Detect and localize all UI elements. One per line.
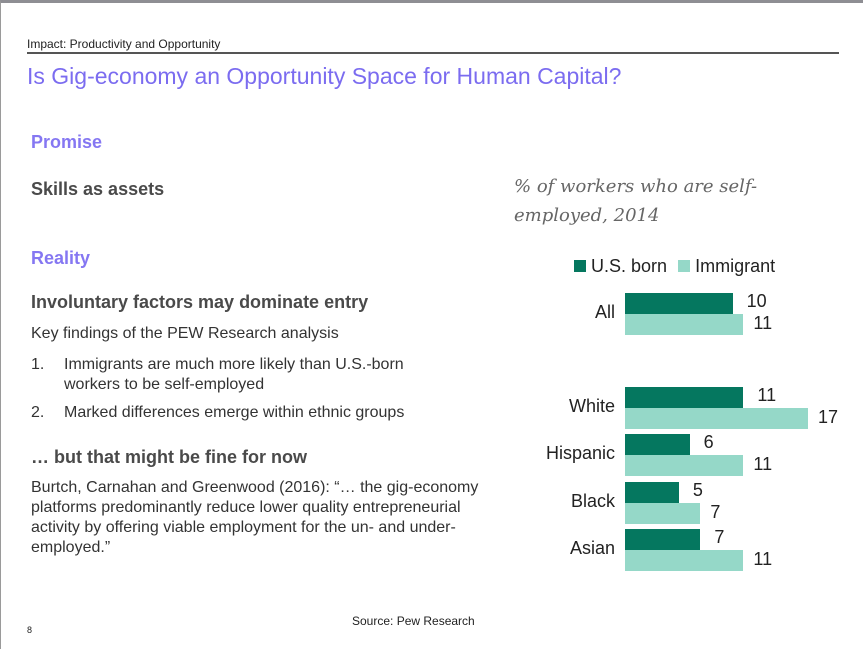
data-label: 17 bbox=[818, 407, 839, 427]
bar-immigrant bbox=[625, 408, 808, 429]
bar-us-born bbox=[625, 434, 690, 455]
bar-immigrant bbox=[625, 455, 744, 476]
bar-immigrant bbox=[625, 314, 744, 335]
data-label: 11 bbox=[753, 549, 773, 569]
finding-1-text: Immigrants are much more likely than U.S… bbox=[64, 356, 404, 393]
legend-immigrant: Immigrant bbox=[695, 256, 776, 276]
bar-us-born bbox=[625, 529, 701, 550]
chart-title: % of workers who are self-employed, 2014 bbox=[514, 176, 758, 226]
data-label: 11 bbox=[757, 385, 777, 405]
finding-2-text: Marked differences emerge within ethnic … bbox=[64, 404, 405, 421]
header-divider bbox=[27, 52, 839, 54]
source-note: Source: Pew Research bbox=[352, 614, 475, 628]
data-label: 10 bbox=[746, 291, 767, 311]
reality-point: Involuntary factors may dominate entry bbox=[31, 292, 369, 312]
data-label: 7 bbox=[714, 527, 725, 547]
chart-legend: U.S. born Immigrant bbox=[574, 256, 775, 277]
promise-point: Skills as assets bbox=[31, 179, 165, 199]
data-label: 11 bbox=[753, 454, 773, 474]
caveat-heading: … but that might be fine for now bbox=[31, 447, 307, 467]
legend-swatch-immigrant bbox=[678, 260, 691, 272]
promise-heading: Promise bbox=[31, 132, 103, 152]
slide-title: Is Gig-economy an Opportunity Space for … bbox=[27, 63, 622, 89]
page-number: 8 bbox=[27, 625, 33, 635]
category-label: Black bbox=[570, 491, 615, 511]
finding-1: 1. bbox=[31, 355, 44, 375]
data-label: 11 bbox=[753, 313, 773, 333]
category-label: Hispanic bbox=[545, 443, 615, 463]
finding-number: 1. bbox=[31, 356, 45, 373]
data-label: 7 bbox=[710, 502, 721, 522]
bar-immigrant bbox=[625, 503, 701, 524]
bar-us-born bbox=[625, 387, 744, 408]
bar-us-born bbox=[625, 293, 733, 314]
category-label: White bbox=[568, 396, 615, 416]
reality-heading: Reality bbox=[31, 248, 91, 268]
finding-2: 2. bbox=[31, 403, 44, 423]
finding-number: 2. bbox=[31, 404, 45, 421]
category-label: All bbox=[594, 302, 615, 322]
legend-us-born: U.S. born bbox=[591, 256, 668, 276]
data-label: 5 bbox=[692, 480, 703, 500]
section-label: Impact: Productivity and Opportunity bbox=[27, 37, 221, 51]
findings-intro: Key findings of the PEW Research analysi… bbox=[31, 325, 339, 342]
quote: Burtch, Carnahan and Greenwood (2016): “… bbox=[31, 479, 479, 556]
data-label: 6 bbox=[703, 432, 714, 452]
legend-swatch-us-born bbox=[574, 260, 586, 272]
category-label: Asian bbox=[569, 538, 615, 558]
bar-immigrant bbox=[625, 550, 744, 571]
bar-us-born bbox=[625, 482, 679, 503]
